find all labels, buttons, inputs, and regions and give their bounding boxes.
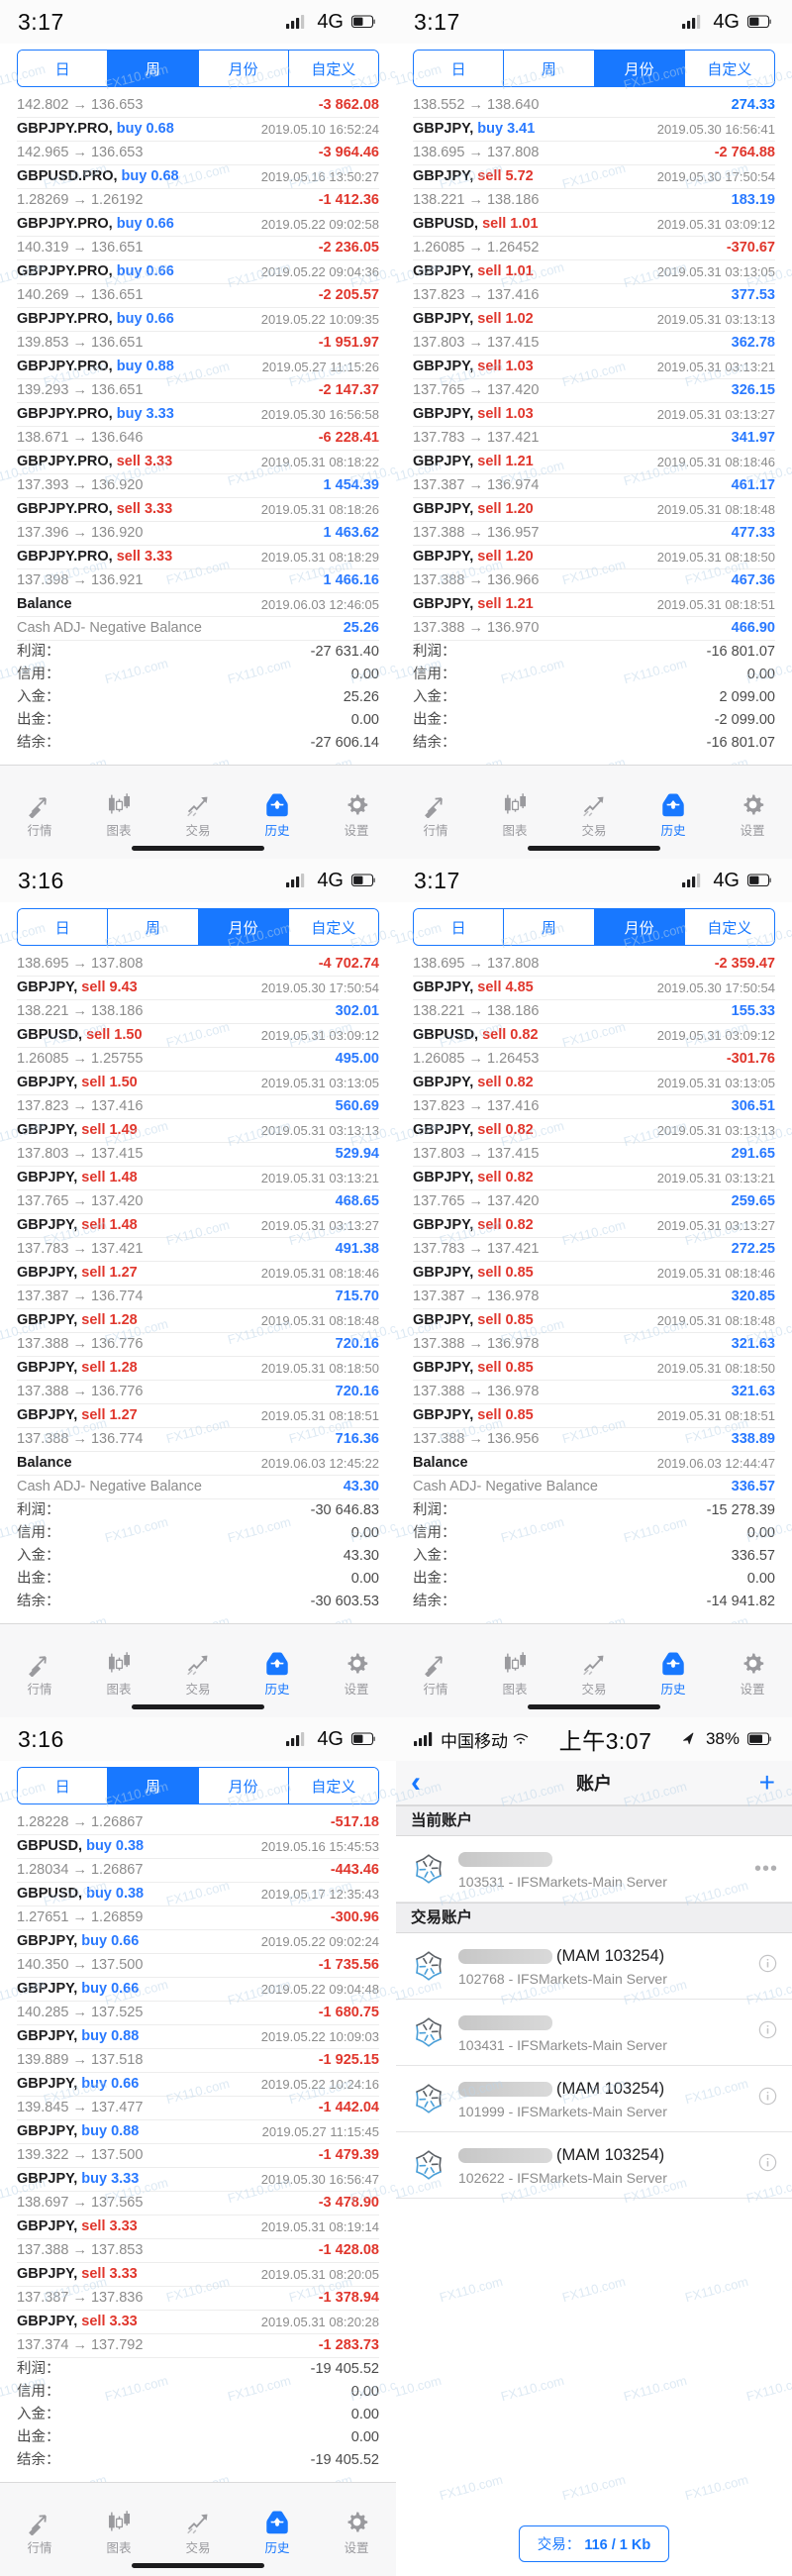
svg-text:FX110.com: FX110.com (499, 2373, 565, 2404)
svg-text:FX110.com: FX110.com (744, 2373, 792, 2404)
svg-text:FX110.com: FX110.com (396, 2373, 443, 2404)
svg-text:FX110.com: FX110.com (622, 2571, 688, 2576)
svg-text:FX110.com: FX110.com (396, 2571, 443, 2576)
svg-text:FX110.com: FX110.com (438, 2274, 504, 2305)
svg-text:FX110.com: FX110.com (499, 2571, 565, 2576)
svg-text:FX110.com: FX110.com (560, 2274, 627, 2305)
svg-text:FX110.com: FX110.com (683, 2274, 749, 2305)
svg-text:FX110.com: FX110.com (622, 2373, 688, 2404)
svg-text:FX110.com: FX110.com (744, 2571, 792, 2576)
svg-text:FX110.com: FX110.com (438, 2472, 504, 2503)
svg-text:FX110.com: FX110.com (683, 2472, 749, 2503)
svg-text:FX110.com: FX110.com (560, 2472, 627, 2503)
